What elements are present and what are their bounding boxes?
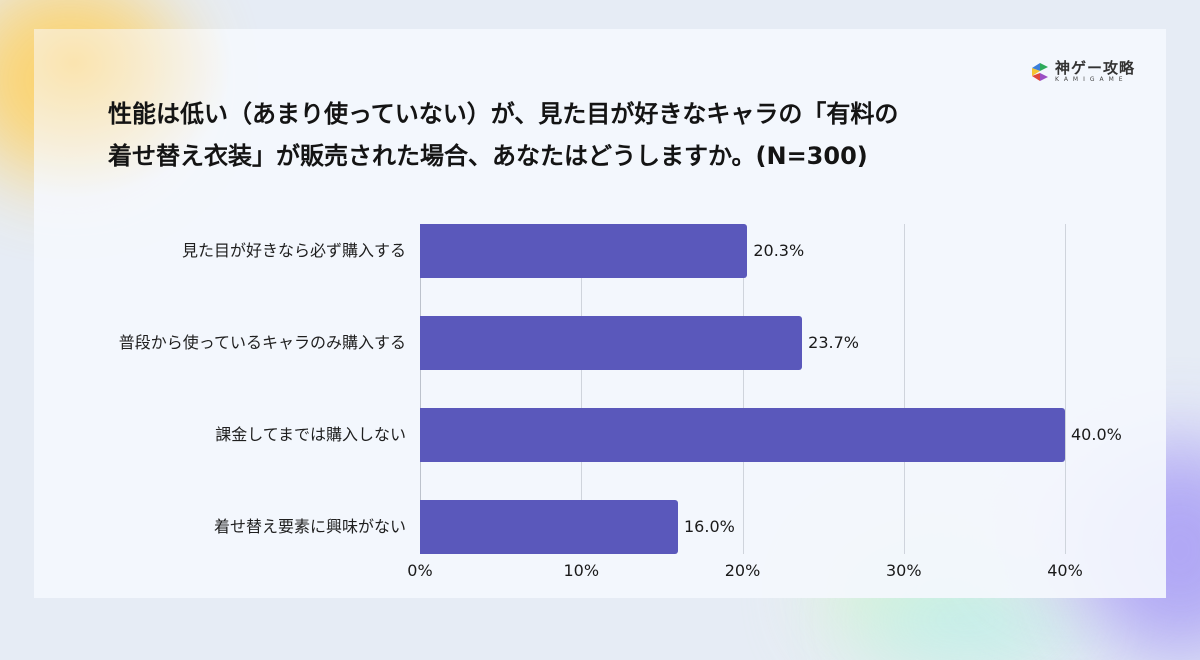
category-label: 見た目が好きなら必ず購入する — [181, 241, 406, 260]
x-tick-label: 10% — [563, 561, 600, 580]
grid-line — [1065, 224, 1066, 554]
bar-value-label: 23.7% — [808, 333, 859, 352]
kamigame-logo-icon — [1032, 63, 1048, 81]
bar-chart: 0% 10% 20% 30% 40% 見た目が好きなら必ず購入する 20.3% 普段から使って… — [34, 29, 1166, 598]
category-label: 普段から使っているキャラのみ購入する — [118, 333, 406, 352]
chart-card: 神ゲー攻略 KAMIGAME 性能は低い（あまり使っていない）が、見た目が好きな… — [34, 29, 1166, 598]
x-tick-label: 40% — [1047, 561, 1083, 580]
bar — [420, 500, 678, 554]
brand-name-en: KAMIGAME — [1055, 76, 1128, 83]
bar-value-label: 40.0% — [1071, 425, 1122, 444]
bar — [420, 316, 803, 370]
bar-value-label: 20.3% — [753, 241, 805, 260]
y-axis-line — [420, 224, 421, 554]
x-tick-label: 20% — [724, 561, 761, 580]
grid-line — [742, 224, 744, 554]
grid-line — [581, 224, 583, 554]
x-tick-label: 0% — [407, 561, 433, 580]
chart-title: 性能は低い（あまり使っていない）が、見た目が好きなキャラの「有料の 着せ替え衣装… — [108, 93, 1108, 177]
decorative-glow — [34, 29, 234, 199]
grid-line — [903, 224, 905, 554]
category-label: 着せ替え要素に興味がない — [213, 517, 406, 536]
category-label: 課金してまでは購入しない — [215, 425, 406, 444]
brand-logo: 神ゲー攻略 KAMIGAME — [1030, 60, 1135, 84]
chart-title-line-2: 着せ替え衣装」が販売された場合、あなたはどうしますか。(N=300) — [108, 142, 868, 170]
x-tick-label: 30% — [885, 561, 922, 580]
brand-name-jp: 神ゲー攻略 — [1055, 59, 1136, 77]
bar — [420, 408, 1065, 462]
chart-title-line-1: 性能は低い（あまり使っていない）が、見た目が好きなキャラの「有料の — [108, 100, 899, 128]
bar-value-label: 16.0% — [684, 517, 735, 536]
bar — [420, 224, 748, 278]
